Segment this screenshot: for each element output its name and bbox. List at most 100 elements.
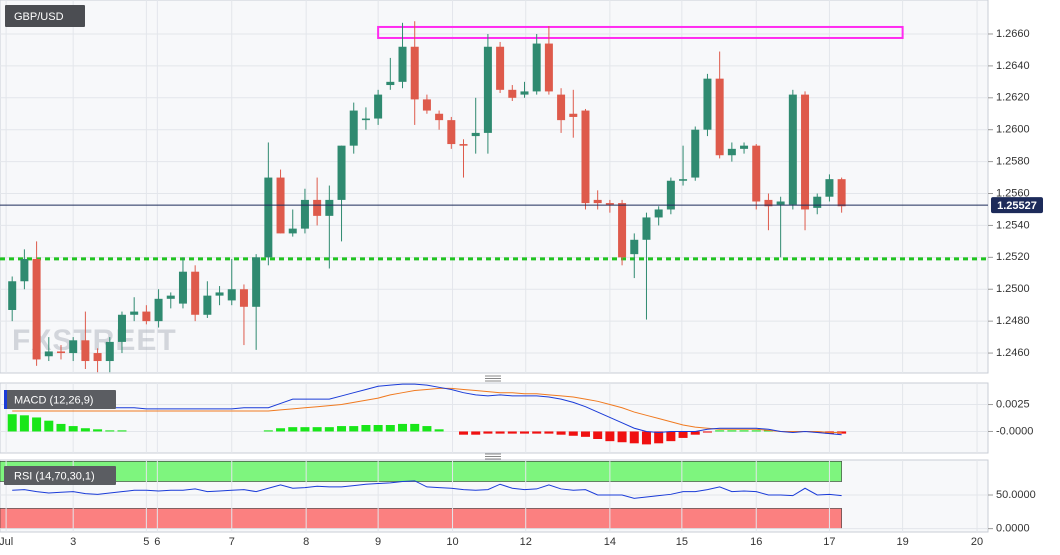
macd-histogram-bar bbox=[93, 429, 103, 432]
candle-body bbox=[313, 199, 322, 216]
candle-body bbox=[837, 179, 846, 207]
candle-body bbox=[581, 110, 590, 204]
macd-histogram-bar bbox=[715, 430, 725, 432]
macd-histogram-bar bbox=[44, 420, 54, 432]
macd-histogram-bar bbox=[385, 425, 395, 432]
macd-histogram-bar bbox=[763, 430, 773, 432]
y-tick-label: 1.2580 bbox=[996, 156, 1030, 168]
candle-body bbox=[227, 289, 236, 301]
x-tick-label: 16 bbox=[750, 536, 762, 548]
indicator-label-box bbox=[4, 466, 116, 485]
candle-body bbox=[398, 46, 407, 82]
candle-body bbox=[569, 113, 578, 117]
macd-pane bbox=[0, 382, 989, 454]
macd-histogram-bar bbox=[751, 430, 761, 432]
x-tick-label: 3 bbox=[70, 536, 76, 548]
x-tick-label: 17 bbox=[823, 536, 835, 548]
candle-body bbox=[459, 144, 468, 146]
y-tick-label: 1.2620 bbox=[996, 92, 1030, 104]
title-box bbox=[5, 5, 85, 27]
candle-body bbox=[81, 340, 90, 362]
signal-line bbox=[12, 387, 842, 434]
x-tick-label: 8 bbox=[303, 536, 309, 548]
x-tick-label: 12 bbox=[520, 536, 532, 548]
y-tick-label: 1.2540 bbox=[996, 219, 1030, 231]
candle-body bbox=[386, 81, 395, 86]
macd-histogram-bar bbox=[519, 431, 529, 434]
indicator-label: MACD (12,26,9) bbox=[14, 394, 93, 406]
indicator-label: RSI (14,70,30,1) bbox=[14, 470, 95, 482]
x-tick-label: 6 bbox=[154, 536, 160, 548]
y-tick-label: 1.2560 bbox=[996, 187, 1030, 199]
x-tick-label: 19 bbox=[896, 536, 908, 548]
macd-histogram-bar bbox=[410, 423, 420, 432]
candle-body bbox=[642, 217, 651, 240]
y-tick-label: 1.2480 bbox=[996, 315, 1030, 327]
candle-body bbox=[166, 295, 175, 299]
macd-histogram-bar bbox=[593, 431, 603, 439]
candle-body bbox=[605, 203, 614, 205]
candle-body bbox=[618, 203, 627, 258]
chart-title: GBP/USD bbox=[14, 11, 64, 23]
candle-body bbox=[520, 91, 529, 95]
candle-body bbox=[325, 199, 334, 216]
candle-body bbox=[825, 179, 834, 197]
candle-body bbox=[410, 46, 419, 100]
macd-histogram-bar bbox=[702, 431, 712, 433]
macd-histogram-bar bbox=[483, 431, 493, 434]
candle-body bbox=[117, 314, 126, 342]
y-tick-label: 1.2520 bbox=[996, 251, 1030, 263]
candle-body bbox=[666, 180, 675, 210]
macd-histogram-bar bbox=[398, 423, 408, 432]
candle-body bbox=[154, 298, 163, 322]
rsi-band bbox=[0, 508, 842, 529]
indicator-label-box bbox=[4, 390, 116, 409]
candle-body bbox=[32, 258, 41, 360]
last-price-tag bbox=[991, 197, 1043, 214]
y-tick-label: -0.0000 bbox=[996, 425, 1033, 437]
candle-body bbox=[435, 113, 444, 121]
macd-histogram-bar bbox=[349, 426, 359, 432]
candle-body bbox=[654, 209, 663, 218]
macd-histogram-bar bbox=[288, 427, 298, 432]
x-tick-label: Jul bbox=[0, 536, 13, 548]
candle-body bbox=[788, 94, 797, 205]
macd-histogram-bar bbox=[300, 427, 310, 432]
macd-histogram-bar bbox=[556, 431, 566, 435]
candle-body bbox=[813, 196, 822, 208]
candle-body bbox=[349, 110, 358, 146]
macd-histogram-bar bbox=[507, 431, 517, 434]
macd-histogram-bar bbox=[544, 431, 554, 434]
y-tick-label: 0.0000 bbox=[996, 523, 1030, 535]
candle-body bbox=[679, 179, 688, 181]
macd-histogram-bar bbox=[641, 431, 651, 445]
pane-handle[interactable] bbox=[485, 453, 501, 460]
y-tick-label: 1.2600 bbox=[996, 124, 1030, 136]
candle-body bbox=[740, 145, 749, 149]
macd-histogram-bar bbox=[117, 430, 127, 432]
candle-body bbox=[93, 353, 102, 362]
candle-body bbox=[496, 46, 505, 90]
macd-histogram-bar bbox=[678, 431, 688, 438]
plot-layer: 1.24601.24801.25001.25201.25401.25601.25… bbox=[0, 0, 1043, 548]
macd-histogram-bar bbox=[312, 427, 322, 432]
y-tick-label: 50.0000 bbox=[996, 489, 1036, 501]
x-tick-label: 20 bbox=[971, 536, 983, 548]
x-tick-label: 10 bbox=[446, 536, 458, 548]
macd-histogram-bar bbox=[580, 431, 590, 437]
macd-histogram-bar bbox=[605, 431, 615, 442]
macd-histogram-bar bbox=[434, 429, 444, 432]
candle-body bbox=[69, 340, 78, 354]
macd-histogram-bar bbox=[56, 423, 66, 432]
candle-body bbox=[288, 228, 297, 234]
macd-histogram-bar bbox=[422, 426, 432, 432]
candle-body bbox=[703, 78, 712, 130]
candle-body bbox=[422, 99, 431, 111]
candle-body bbox=[752, 145, 761, 202]
macd-histogram-bar bbox=[373, 425, 383, 432]
y-tick-label: 1.2660 bbox=[996, 28, 1030, 40]
pane-handle[interactable] bbox=[485, 375, 501, 382]
y-tick-label: 1.2500 bbox=[996, 283, 1030, 295]
candle-body bbox=[105, 341, 114, 362]
macd-histogram-bar bbox=[7, 414, 17, 432]
